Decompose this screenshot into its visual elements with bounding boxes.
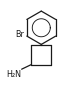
Text: H₂N: H₂N bbox=[6, 70, 21, 79]
Text: Br: Br bbox=[15, 30, 24, 39]
